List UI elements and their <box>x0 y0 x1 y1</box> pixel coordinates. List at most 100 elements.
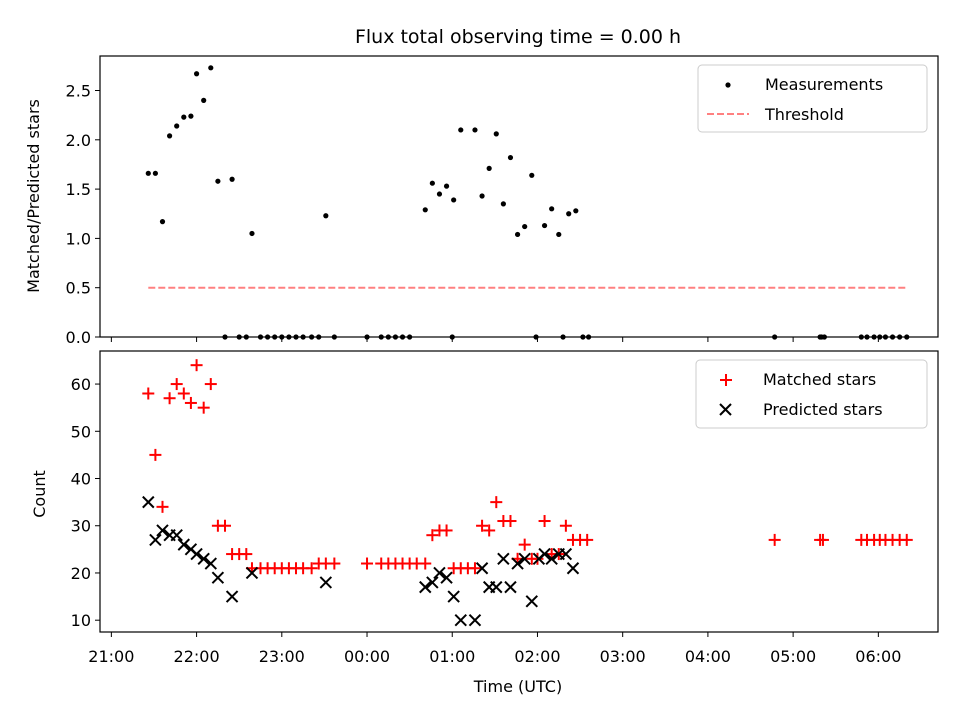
measurement-point <box>514 231 521 238</box>
predicted-point <box>149 533 162 547</box>
ratio-y-tick-label: 0.0 <box>66 328 91 347</box>
predicted-point <box>518 552 531 566</box>
matched-point <box>490 496 503 509</box>
count-y-tick-label: 30 <box>71 517 91 536</box>
count-y-axis-label: Count <box>30 470 49 518</box>
x-tick-label: 23:00 <box>259 647 305 666</box>
matched-point <box>156 500 169 513</box>
predicted-point <box>511 557 524 570</box>
count-axes-frame <box>99 350 939 633</box>
predicted-point <box>197 552 210 566</box>
predicted-point <box>468 613 482 627</box>
matched-point <box>538 515 551 528</box>
measurement-point <box>472 127 478 133</box>
matched-point <box>581 533 594 546</box>
count-y-tick-label: 20 <box>71 564 91 583</box>
ratio-axes-frame <box>99 55 939 338</box>
measurement-point <box>208 65 214 71</box>
predicted-point <box>475 562 489 575</box>
ratio-y-tick-label: 2.5 <box>66 82 91 101</box>
measurement-point <box>507 154 514 161</box>
predicted-point <box>538 547 551 561</box>
matched-point <box>163 392 176 405</box>
measurement-point <box>193 71 200 77</box>
predicted-point <box>319 576 333 589</box>
matched-point <box>531 552 544 565</box>
matched-point <box>361 557 374 570</box>
matched-point <box>440 524 453 537</box>
legend-measurements-label: Measurements <box>765 75 883 94</box>
predicted-point <box>433 566 446 580</box>
ratio-plot-area <box>145 65 910 340</box>
count-plot-area <box>142 359 913 627</box>
ratio-y-tick-label: 1.0 <box>66 229 91 248</box>
x-tick-label: 06:00 <box>855 647 901 666</box>
matched-point <box>142 387 155 400</box>
measurement-point <box>451 197 457 203</box>
predicted-point <box>177 538 191 551</box>
predicted-point <box>559 547 573 561</box>
predicted-point <box>211 571 225 584</box>
matched-point <box>426 529 439 542</box>
measurement-point <box>249 230 255 237</box>
matched-point <box>204 378 217 391</box>
count-y-tick-label: 40 <box>71 470 91 489</box>
count-y-tick-label: 50 <box>71 422 91 441</box>
matched-point <box>518 538 531 551</box>
matched-point <box>184 396 197 409</box>
measurement-point <box>556 231 562 238</box>
predicted-point <box>454 613 467 627</box>
measurement-point <box>486 165 492 171</box>
measurement-point <box>573 208 579 214</box>
matched-point <box>468 562 481 575</box>
predicted-point <box>426 576 439 589</box>
matched-point <box>170 378 183 391</box>
x-tick-label: 01:00 <box>429 647 475 666</box>
legend-threshold-label: Threshold <box>764 105 844 124</box>
predicted-point <box>245 566 259 580</box>
predicted-point <box>142 495 155 509</box>
measurement-point <box>443 183 450 189</box>
legend-measurements-marker <box>725 82 731 88</box>
matched-point <box>419 557 432 570</box>
count-y-tick-label: 10 <box>71 611 91 630</box>
matched-point <box>197 401 210 414</box>
panel-ratio: 0.0 0.5 1.0 1.5 2.0 2.5 Matched/Predicted sta… <box>24 55 939 347</box>
measurement-point <box>145 170 151 176</box>
x-tick-label: 22:00 <box>174 647 220 666</box>
predicted-point <box>447 590 460 603</box>
predicted-point <box>545 552 558 566</box>
measurement-point <box>422 207 428 213</box>
measurement-point <box>181 114 187 120</box>
matched-point <box>149 448 162 461</box>
measurement-point <box>159 219 166 225</box>
predicted-point <box>497 552 510 566</box>
predicted-point <box>525 595 538 608</box>
ratio-y-tick-label: 0.5 <box>66 279 91 298</box>
ratio-y-tick-label: 1.5 <box>66 180 91 199</box>
x-tick-label: 03:00 <box>600 647 646 666</box>
measurement-point <box>566 211 572 217</box>
ratio-legend: Measurements Threshold <box>697 64 928 133</box>
predicted-point <box>225 590 239 603</box>
matched-point <box>559 519 572 532</box>
measurement-point <box>229 176 235 182</box>
measurement-point <box>549 206 555 212</box>
count-legend: Matched stars Predicted stars <box>695 359 928 429</box>
x-tick-label: 02:00 <box>514 647 560 666</box>
matched-point <box>768 533 781 546</box>
count-y-tick-label: 60 <box>71 375 91 394</box>
measurement-point <box>529 172 535 178</box>
matched-point <box>305 562 318 575</box>
predicted-point <box>440 571 453 584</box>
panel-count: 10 20 30 40 50 60 21:00 22:00 23:00 00:00 01:00 02… <box>30 350 939 696</box>
measurement-point <box>201 97 207 103</box>
measurement-point <box>458 127 464 133</box>
measurement-point <box>436 191 443 197</box>
measurement-point <box>174 123 180 129</box>
ratio-y-axis-label: Matched/Predicted stars <box>24 99 43 293</box>
predicted-point <box>504 580 517 594</box>
predicted-point <box>170 528 183 542</box>
matched-point <box>328 557 341 570</box>
